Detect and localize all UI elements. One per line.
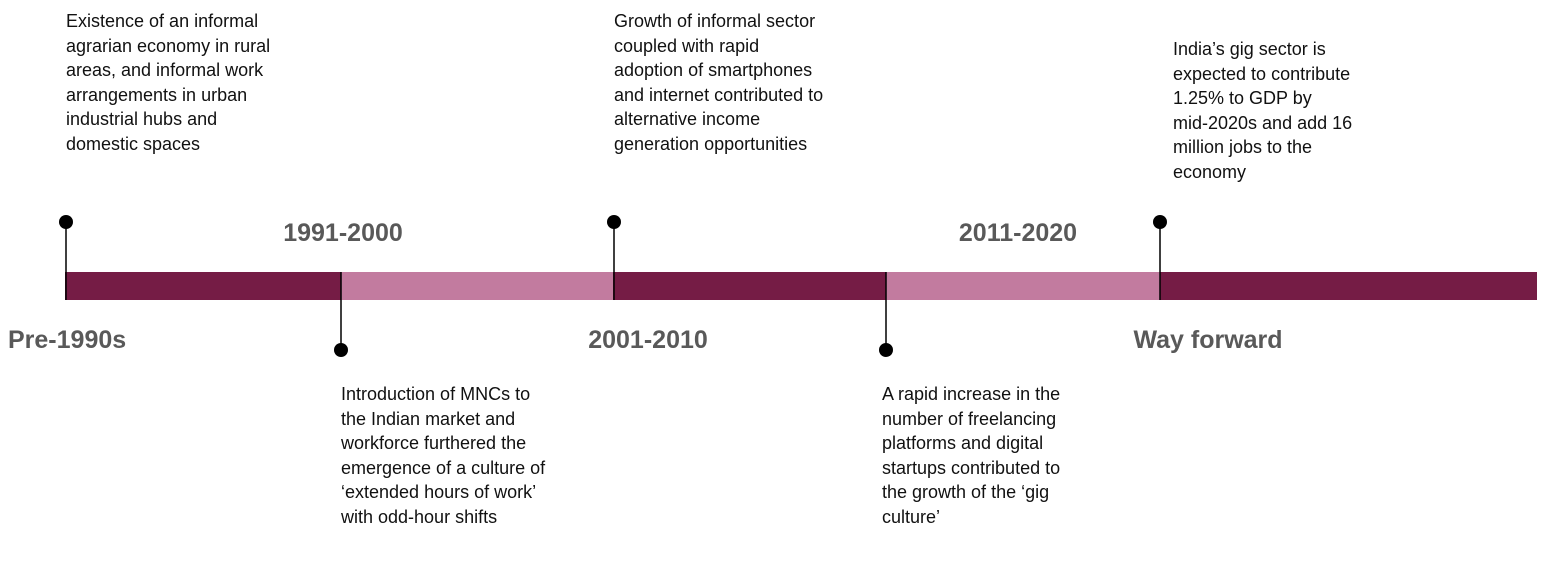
description-line: domestic spaces [66,133,201,154]
pin-dot [334,343,348,357]
description-line: the growth of the ‘gig [882,482,1050,503]
bar-segment [65,272,341,300]
description-line: startups contributed to [882,457,1061,478]
period-label: 1991-2000 [283,219,403,247]
description-line: India’s gig sector is [1173,39,1326,59]
description-line: and internet contributed to [614,84,824,105]
description-line: platforms and digital [882,433,1044,454]
description-line: culture’ [882,506,941,527]
description-line: number of freelancing [882,408,1057,429]
description-line: agrarian economy in rural [66,35,271,56]
description-line: Introduction of MNCs to [341,384,531,404]
pin-dot [879,343,893,357]
description-line: coupled with rapid [614,35,760,56]
bar-segment [1160,272,1537,300]
description-line: alternative income [614,109,761,130]
description-line: million jobs to the [1173,137,1313,158]
description: Growth of informal sector coupled with ra… [614,9,823,157]
description-line: Existence of an informal [66,11,259,31]
bar-segment [886,272,1160,300]
period-label: Way forward [1133,326,1283,354]
bar-segment [613,272,886,300]
pin-dots [59,215,1167,357]
description-line: Growth of informal sector [614,11,816,31]
period-label: Pre-1990s [8,326,127,354]
description-line: A rapid increase in the [882,384,1061,404]
description-line: 1.25% to GDP by [1173,88,1312,109]
description-line: economy [1173,161,1247,182]
description-line: emergence of a culture of [341,457,546,478]
period-label: 2001-2010 [588,326,708,354]
description: Existence of an informal agrarian economy… [66,9,270,157]
description-line: areas, and informal work [66,60,264,81]
description-line: industrial hubs and [66,109,218,130]
pin-dot [1153,215,1167,229]
description: India’s gig sector is expected to contrib… [1173,37,1352,185]
description-line: expected to contribute [1173,63,1351,84]
pins [65,222,1161,350]
description: Introduction of MNCs to the Indian market… [341,382,545,530]
pin-dot [59,215,73,229]
description-line: mid-2020s and add 16 [1173,112,1353,133]
description-line: workforce furthered the [341,433,527,454]
description-line: the Indian market and [341,408,516,429]
description-line: generation opportunities [614,133,808,154]
description-line: ‘extended hours of work’ [341,482,537,503]
description-line: adoption of smartphones [614,60,813,81]
pin-dot [607,215,621,229]
period-label: 2011-2020 [958,219,1078,247]
description-line: with odd-hour shifts [341,506,498,527]
description: A rapid increase in the number of freelan… [882,382,1060,530]
bar-segment [341,272,613,300]
description-line: arrangements in urban [66,84,248,105]
